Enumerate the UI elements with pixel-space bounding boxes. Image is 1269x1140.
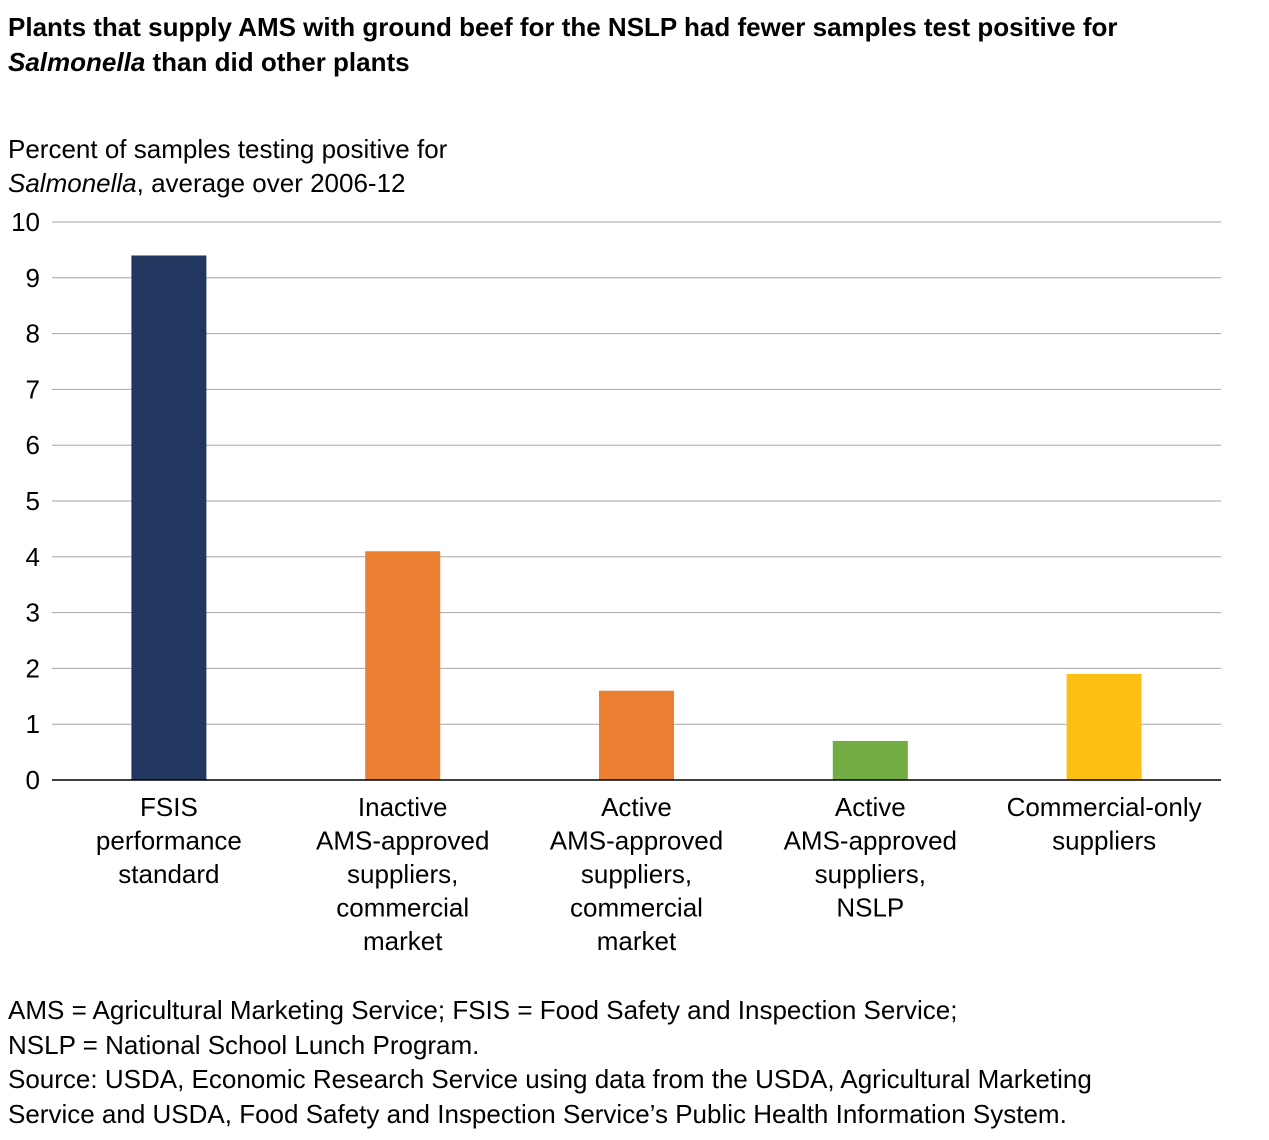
x-category-label: FSIS performance standard [96, 792, 242, 889]
y-axis-label-line-2: Salmonella, average over 2006-12 [8, 166, 447, 200]
abbreviations-note-line-2: NSLP = National School Lunch Program. [8, 1029, 480, 1060]
y-tick-label: 9 [26, 263, 40, 293]
x-category-label-line: suppliers [1052, 826, 1156, 856]
chart-title-line-1: Plants that supply AMS with ground beef … [8, 12, 1118, 42]
y-tick-label: 10 [11, 207, 40, 237]
x-category-label-line: commercial [570, 893, 703, 923]
x-category-label-line: Active [835, 792, 906, 822]
y-tick-label: 8 [26, 319, 40, 349]
y-tick-label: 3 [26, 598, 40, 628]
y-tick-label: 6 [26, 430, 40, 460]
abbreviations-note-line-1: AMS = Agricultural Marketing Service; FS… [8, 995, 958, 1025]
x-category-label-line: AMS-approved [784, 826, 957, 856]
x-category-label-line: FSIS [140, 792, 198, 822]
y-tick-label: 2 [26, 653, 40, 683]
x-category-label-line: NSLP [836, 893, 904, 923]
x-category-label-line: suppliers, [347, 859, 458, 889]
x-category-label: Inactive AMS-approved suppliers, commercial… [316, 792, 489, 956]
x-category-label: Active AMS-approved suppliers, NSLP [784, 792, 957, 923]
x-category-label-line: performance [96, 826, 242, 856]
y-tick-label: 0 [26, 765, 40, 795]
x-category-label-line: Inactive [358, 792, 448, 822]
bar [131, 255, 207, 781]
y-tick-label: 7 [26, 374, 40, 404]
x-category-label-line: commercial [336, 893, 469, 923]
y-tick-label: 5 [26, 486, 40, 516]
x-axis-category-labels: FSIS performance standard Inactive AMS-appro… [96, 792, 1202, 956]
chart-title: Plants that supply AMS with ground beef … [8, 10, 1263, 80]
x-category-label-line: market [363, 926, 443, 956]
bars [131, 255, 1142, 781]
y-axis-label-rest: , average over 2006-12 [136, 168, 406, 198]
bar [599, 690, 674, 780]
y-axis-ticks: 0 1 2 3 4 5 6 7 8 9 10 [11, 207, 40, 795]
chart-title-line-2: Salmonella than did other plants [8, 45, 1263, 80]
y-tick-label: 4 [26, 542, 40, 572]
x-category-label: Active AMS-approved suppliers, commercial ma… [550, 792, 723, 956]
y-axis-label-line-1: Percent of samples testing positive for [8, 134, 448, 164]
chart-title-rest: than did other plants [145, 47, 410, 77]
x-category-label-line: suppliers, [815, 859, 926, 889]
bar-chart: 0 1 2 3 4 5 6 7 8 9 10 FSIS performance standard Inac… [11, 207, 1221, 956]
x-category-label-line: AMS-approved [316, 826, 489, 856]
gridlines [52, 221, 1221, 725]
bar [365, 551, 441, 780]
source-note-line-2: Service and USDA, Food Safety and Inspec… [8, 1098, 1067, 1129]
chart-notes: AMS = Agricultural Marketing Service; FS… [8, 993, 1263, 1131]
y-axis-label-italic: Salmonella [8, 168, 137, 198]
x-category-label-line: Commercial-only [1007, 792, 1202, 822]
x-category-label-line: AMS-approved [550, 826, 723, 856]
y-tick-label: 1 [26, 709, 40, 739]
x-category-label-line: Active [601, 792, 672, 822]
y-axis-label: Percent of samples testing positive for … [8, 132, 447, 200]
bar [832, 740, 908, 780]
x-category-label-line: suppliers, [581, 859, 692, 889]
x-category-label-line: market [597, 926, 677, 956]
x-category-label: Commercial-only suppliers [1007, 792, 1202, 856]
chart-title-italic: Salmonella [8, 47, 146, 77]
source-note-line-1: Source: USDA, Economic Research Service … [8, 1064, 1092, 1094]
bar [1066, 673, 1142, 780]
x-category-label-line: standard [118, 859, 219, 889]
